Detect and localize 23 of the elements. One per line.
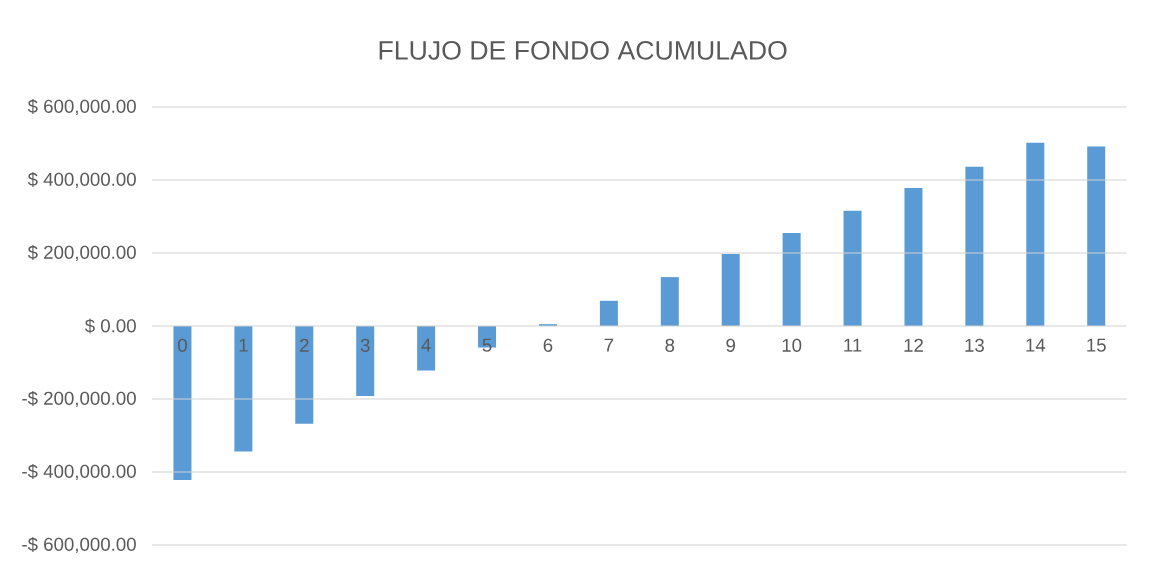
x-tick-label: 4 [421,338,431,352]
x-tick-label: 11 [844,338,862,352]
x-tick-label: 13 [965,338,984,352]
y-tick-label: -$ 600,000.00 [22,536,136,554]
x-tick-label: 6 [543,338,553,352]
x-tick-label: 0 [178,338,187,352]
x-tick-label: 8 [665,338,675,352]
x-tick-label: 1 [239,338,248,352]
y-tick-label: -$ 400,000.00 [22,463,136,481]
y-tick-label: $ 600,000.00 [27,98,136,116]
x-tick-label: 3 [360,338,370,352]
y-tick-label: -$ 200,000.00 [22,390,136,408]
x-tick-label: 12 [904,338,923,352]
x-tick-label: 10 [782,338,802,352]
x-tick-label: 15 [1087,338,1106,352]
x-tick-label: 9 [726,338,736,352]
x-tick-label: 14 [1026,338,1046,352]
x-tick-label: 2 [300,338,309,352]
chart-title: FLUJO DE FONDO ACUMULADO [379,40,787,60]
x-tick-label: 7 [604,338,614,352]
y-tick-label: $ 400,000.00 [27,171,136,189]
y-tick-label: $ 0.00 [84,318,136,334]
y-tick-label: $ 200,000.00 [27,244,136,262]
